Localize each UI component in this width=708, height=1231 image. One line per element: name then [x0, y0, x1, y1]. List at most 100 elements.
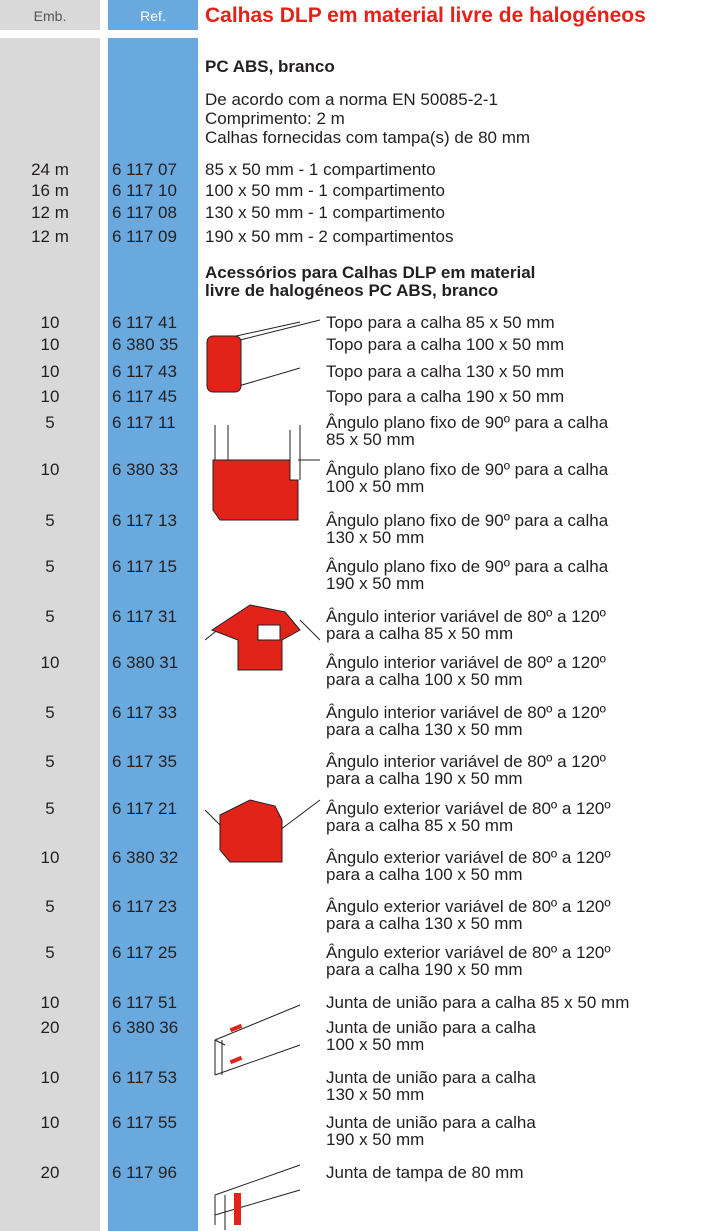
description: para a calha 130 x 50 mm [326, 720, 523, 739]
emb: 24 m [31, 160, 69, 179]
ref: 6 117 33 [112, 703, 177, 722]
description: Ângulo interior variável de 80º a 120º [326, 653, 606, 672]
emb: 10 [40, 1068, 60, 1087]
ref: 6 380 31 [112, 653, 179, 672]
description: Topo para a calha 85 x 50 mm [326, 313, 555, 332]
ref: 6 117 45 [112, 387, 177, 406]
description: 100 x 50 mm - 1 compartimento [205, 181, 445, 200]
description: Junta de união para a calha [326, 1068, 536, 1087]
emb: 5 [45, 413, 55, 432]
emb: 16 m [31, 181, 69, 200]
ref: 6 117 31 [112, 607, 177, 626]
ref: 6 117 08 [112, 203, 177, 222]
emb: 10 [40, 460, 60, 479]
ref-header-box [108, 0, 198, 30]
description: Topo para a calha 100 x 50 mm [326, 335, 565, 354]
description: Ângulo plano fixo de 90º para a calha [326, 557, 609, 576]
page-title: Calhas DLP em material livre de halogéne… [205, 4, 646, 27]
ref: 6 117 11 [112, 413, 176, 432]
emb: 10 [40, 362, 60, 381]
emb: 10 [40, 653, 60, 672]
ref: 6 117 13 [112, 511, 177, 530]
section-note: Calhas fornecidas com tampa(s) de 80 mm [205, 128, 531, 147]
section-title: PC ABS, branco [205, 57, 335, 76]
description: para a calha 190 x 50 mm [326, 960, 523, 979]
ref: 6 117 09 [112, 227, 177, 246]
emb: 5 [45, 799, 55, 818]
ref: 6 117 53 [112, 1068, 177, 1087]
description: Junta de união para a calha 85 x 50 mm [326, 993, 630, 1012]
description: Ângulo interior variável de 80º a 120º [326, 752, 606, 771]
description: Topo para a calha 190 x 50 mm [326, 387, 565, 406]
ref: 6 117 55 [112, 1113, 177, 1132]
description: para a calha 85 x 50 mm [326, 624, 514, 643]
emb: 10 [40, 848, 60, 867]
ref: 6 380 33 [112, 460, 179, 479]
description: Ângulo plano fixo de 90º para a calha [326, 460, 609, 479]
ref: 6 117 10 [112, 181, 177, 200]
accessories-title: livre de halogéneos PC ABS, branco [205, 281, 499, 300]
description: 190 x 50 mm - 2 compartimentos [205, 227, 454, 246]
accessories-title: Acessórios para Calhas DLP em material [205, 263, 536, 282]
ref-column [108, 38, 198, 1231]
description: Junta de união para a calha [326, 1113, 536, 1132]
ref: 6 117 41 [112, 313, 177, 332]
section-note: Comprimento: 2 m [205, 109, 345, 128]
emb: 10 [40, 1113, 60, 1132]
emb: 10 [40, 993, 60, 1012]
ref: 6 117 15 [112, 557, 177, 576]
ref: 6 380 32 [112, 848, 179, 867]
emb: 5 [45, 943, 55, 962]
description: para a calha 130 x 50 mm [326, 914, 523, 933]
description: para a calha 85 x 50 mm [326, 816, 514, 835]
description: Ângulo exterior variável de 80º a 120º [326, 943, 611, 962]
description: 190 x 50 mm [326, 574, 425, 593]
emb: 5 [45, 557, 55, 576]
emb: 10 [40, 335, 60, 354]
description: Topo para a calha 130 x 50 mm [326, 362, 565, 381]
ref: 6 117 23 [112, 897, 177, 916]
emb: 5 [45, 511, 55, 530]
description: Junta de união para a calha [326, 1018, 536, 1037]
emb: 12 m [31, 227, 69, 246]
emb: 10 [40, 313, 60, 332]
ref: 6 380 35 [112, 335, 179, 354]
description: Junta de tampa de 80 mm [326, 1163, 524, 1182]
description: 130 x 50 mm [326, 1085, 425, 1104]
emb: 20 [40, 1018, 60, 1037]
emb: 12 m [31, 203, 69, 222]
description: para a calha 100 x 50 mm [326, 670, 523, 689]
ref: 6 117 21 [112, 799, 177, 818]
emb: 5 [45, 703, 55, 722]
description: Ângulo exterior variável de 80º a 120º [326, 848, 611, 867]
ref: 6 117 96 [112, 1163, 177, 1182]
ref: 6 117 35 [112, 752, 177, 771]
ref: 6 117 43 [112, 362, 177, 381]
description: Ângulo interior variável de 80º a 120º [326, 607, 606, 626]
emb: 5 [45, 752, 55, 771]
ref: 6 117 07 [112, 160, 177, 179]
description: Ângulo interior variável de 80º a 120º [326, 703, 606, 722]
section-note: De acordo com a norma EN 50085-2-1 [205, 90, 498, 109]
description: 190 x 50 mm [326, 1130, 425, 1149]
emb: 5 [45, 607, 55, 626]
description: 130 x 50 mm [326, 528, 425, 547]
description: 100 x 50 mm [326, 1035, 425, 1054]
emb: 20 [40, 1163, 60, 1182]
ref: 6 380 36 [112, 1018, 179, 1037]
emb: 10 [40, 387, 60, 406]
description: para a calha 100 x 50 mm [326, 865, 523, 884]
description: 85 x 50 mm [326, 430, 415, 449]
description: para a calha 190 x 50 mm [326, 769, 523, 788]
emb-column [0, 38, 100, 1231]
description: Ângulo exterior variável de 80º a 120º [326, 799, 611, 818]
ref: 6 117 51 [112, 993, 177, 1012]
emb-header-box [0, 0, 100, 30]
description: 100 x 50 mm [326, 477, 425, 496]
ref-header: Ref. [140, 8, 166, 24]
emb-header: Emb. [33, 8, 67, 24]
emb: 5 [45, 897, 55, 916]
description: Ângulo plano fixo de 90º para a calha [326, 511, 609, 530]
